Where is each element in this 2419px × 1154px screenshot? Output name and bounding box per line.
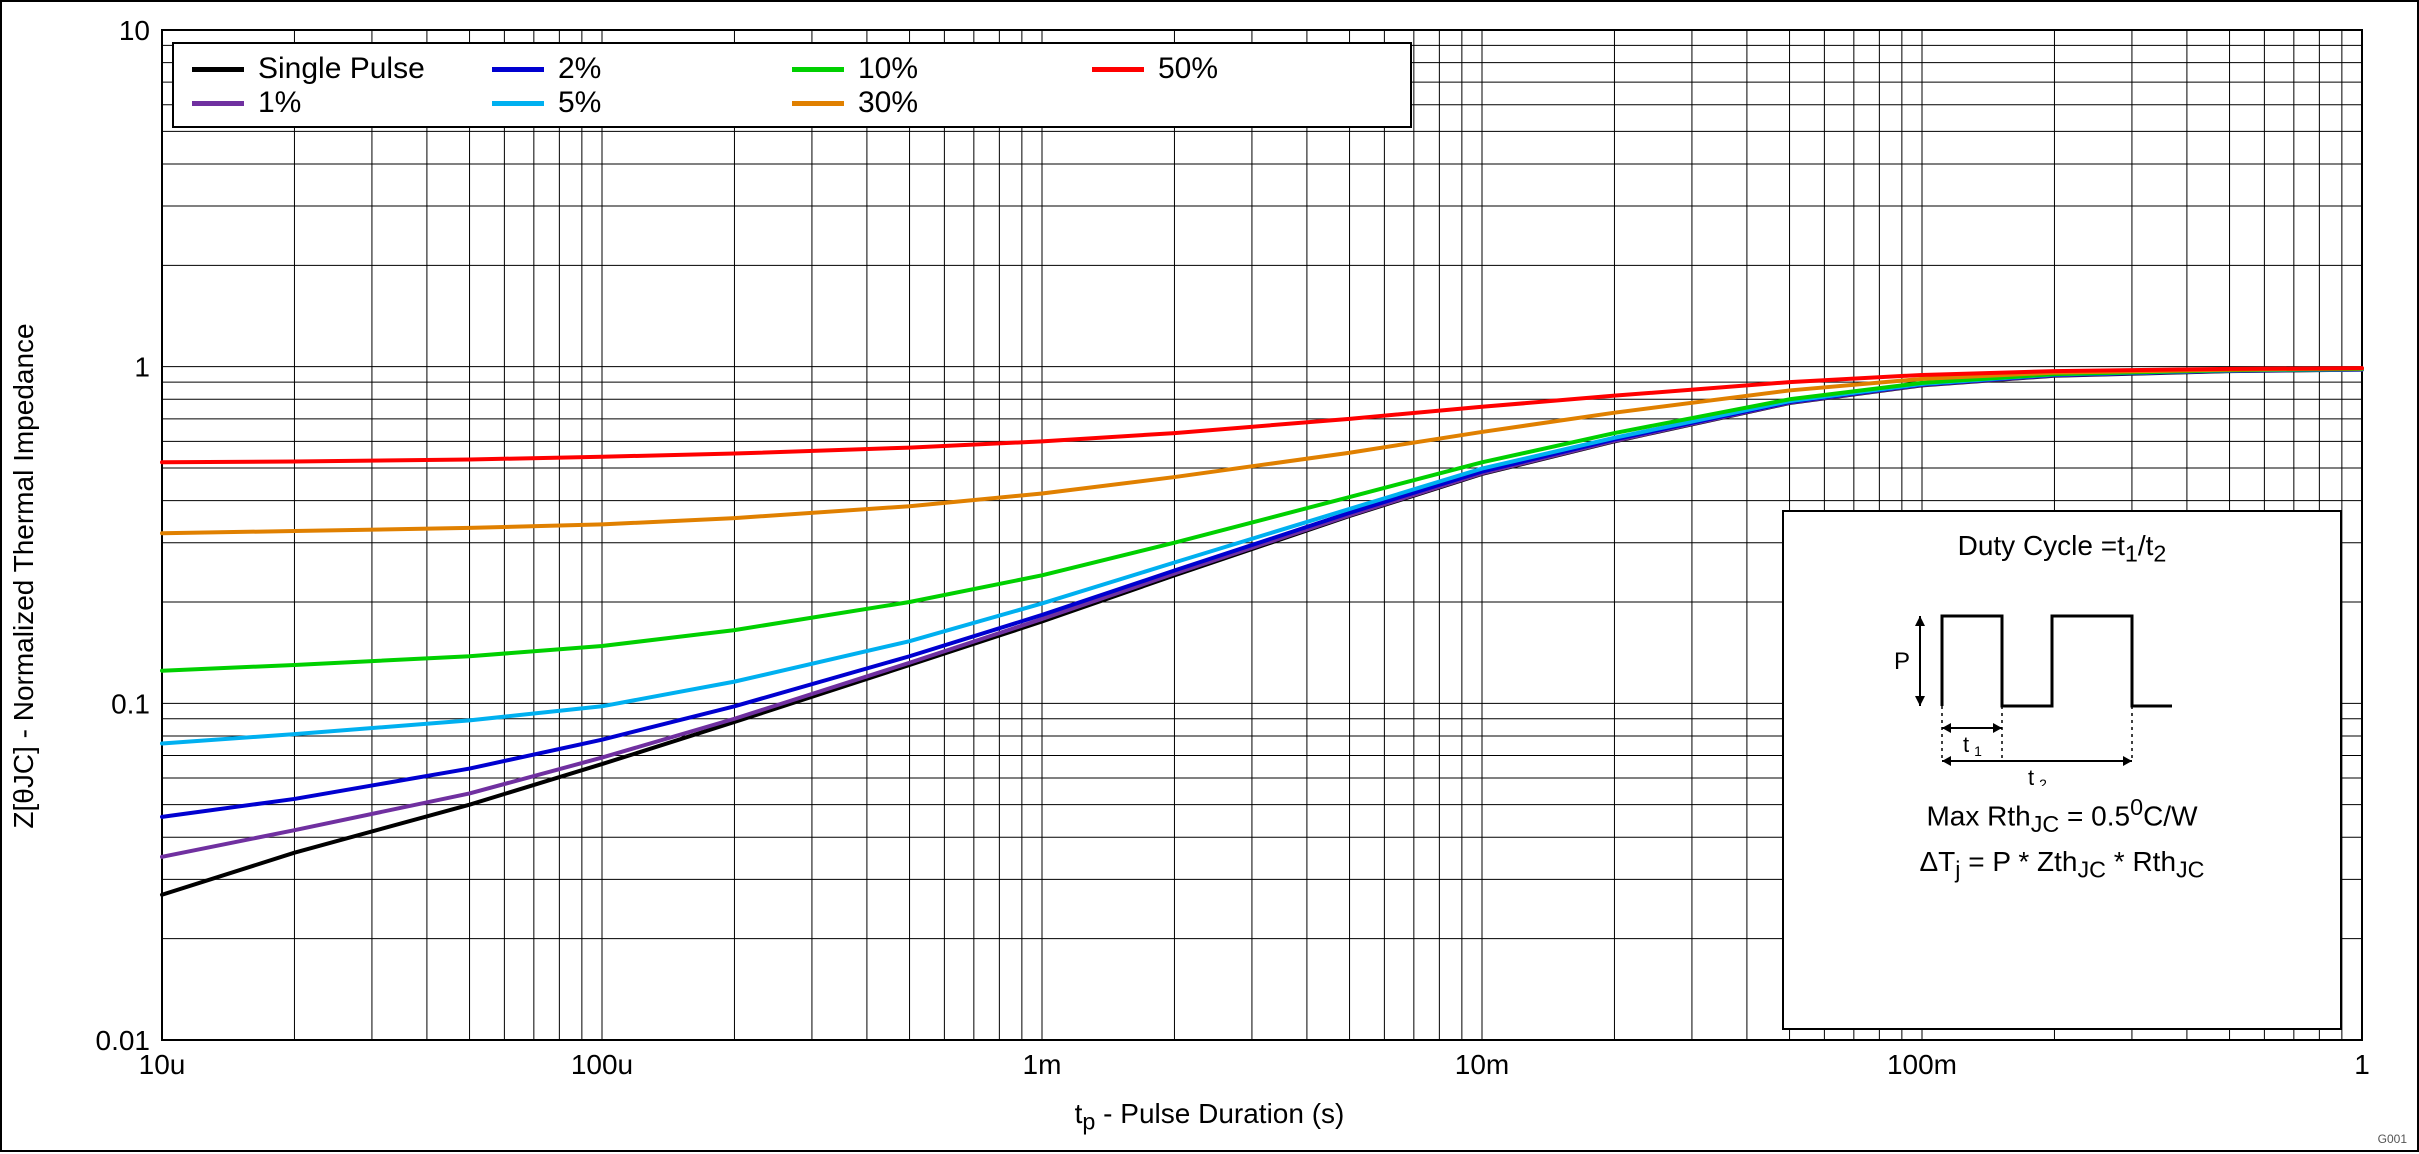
x-label-t: t: [1075, 1098, 1083, 1129]
legend-label: 5%: [558, 86, 601, 120]
eq2-f: JC: [2176, 856, 2205, 882]
inset-title: Duty Cycle =t1/t2: [1784, 530, 2340, 568]
legend-item: 5%: [492, 86, 792, 120]
eq2-e: * Rth: [2106, 846, 2176, 877]
y-label-rest: JC] - Normalized Thermal Impedance: [8, 323, 39, 788]
eq1-b: JC: [2031, 811, 2060, 837]
inset-eq2: ΔTj = P * ZthJC * RthJC: [1784, 846, 2340, 884]
legend-label: 1%: [258, 86, 301, 120]
svg-text:10m: 10m: [1455, 1049, 1509, 1080]
inset-title-c: /t: [2138, 530, 2154, 561]
legend-item: 1%: [192, 86, 492, 120]
legend-label: Single Pulse: [258, 52, 425, 86]
svg-text:2: 2: [2039, 776, 2047, 786]
legend-swatch: [492, 67, 544, 72]
svg-text:t: t: [2028, 765, 2034, 786]
legend-label: 10%: [858, 52, 918, 86]
svg-text:1: 1: [1974, 743, 1982, 759]
legend-label: 2%: [558, 52, 601, 86]
eq2-d: JC: [2077, 856, 2106, 882]
svg-text:0.1: 0.1: [111, 688, 150, 719]
svg-text:P: P: [1894, 648, 1910, 675]
eq1-e: C/W: [2143, 800, 2197, 831]
legend-swatch: [192, 67, 244, 72]
chart-container: Z[θJC] - Normalized Thermal Impedance tp…: [0, 0, 2419, 1152]
inset-title-a: Duty Cycle =t: [1958, 530, 2125, 561]
legend-swatch: [792, 67, 844, 72]
inset-title-d: 2: [2153, 541, 2166, 567]
inset-diagram: Pt1t2: [1882, 576, 2242, 786]
eq2-a: ΔT: [1919, 846, 1955, 877]
legend-item: Single Pulse: [192, 52, 492, 86]
y-axis-label: Z[θJC] - Normalized Thermal Impedance: [8, 323, 40, 828]
svg-text:1: 1: [134, 352, 150, 383]
y-label-theta: θ: [8, 788, 39, 804]
inset-box: Duty Cycle =t1/t2 Pt1t2 Max RthJC = 0.50…: [1782, 510, 2342, 1030]
eq1-a: Max Rth: [1926, 800, 2030, 831]
legend-item: 10%: [792, 52, 1092, 86]
legend: Single Pulse 2% 10% 50% 1% 5% 30%: [172, 42, 1412, 128]
svg-text:100m: 100m: [1887, 1049, 1957, 1080]
svg-text:100u: 100u: [571, 1049, 633, 1080]
legend-swatch: [492, 101, 544, 106]
legend-item: 2%: [492, 52, 792, 86]
corner-tag: G001: [2378, 1132, 2407, 1146]
legend-label: 50%: [1158, 52, 1218, 86]
legend-label: 30%: [858, 86, 918, 120]
svg-text:0.01: 0.01: [96, 1025, 151, 1056]
x-axis-label: tp - Pulse Duration (s): [1075, 1098, 1345, 1136]
eq1-c: = 0.5: [2059, 800, 2130, 831]
y-label-prefix: Z[: [8, 804, 39, 829]
inset-eq1: Max RthJC = 0.50C/W: [1784, 794, 2340, 838]
x-label-sub: p: [1082, 1109, 1095, 1135]
legend-swatch: [192, 101, 244, 106]
legend-item: 30%: [792, 86, 1092, 120]
svg-text:10: 10: [119, 15, 150, 46]
svg-text:t: t: [1963, 732, 1969, 757]
legend-swatch: [792, 101, 844, 106]
eq2-c: = P * Zth: [1960, 846, 2077, 877]
eq1-d: 0: [2130, 794, 2143, 820]
legend-swatch: [1092, 67, 1144, 72]
x-label-suffix: - Pulse Duration (s): [1095, 1098, 1344, 1129]
legend-item: 50%: [1092, 52, 1392, 86]
svg-text:1: 1: [2354, 1049, 2370, 1080]
svg-text:1m: 1m: [1023, 1049, 1062, 1080]
inset-title-b: 1: [2125, 541, 2138, 567]
